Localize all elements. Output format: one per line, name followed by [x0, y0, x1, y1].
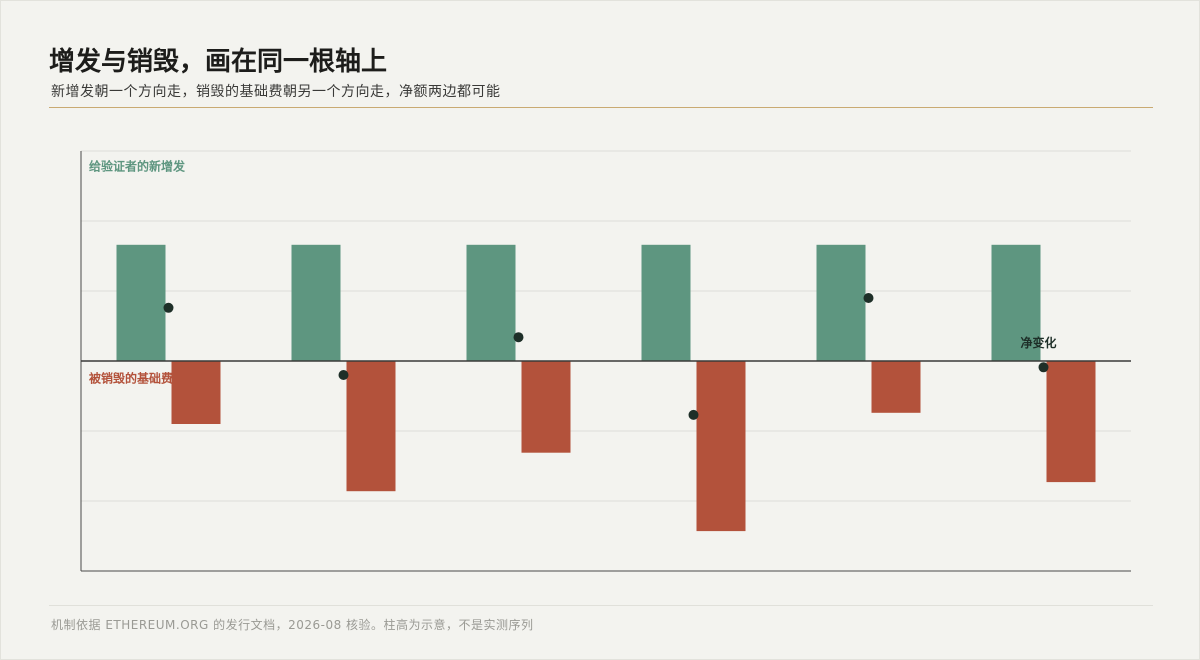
net-dot [338, 370, 349, 380]
bar [871, 361, 921, 413]
bar [641, 244, 691, 361]
series-label: 净变化 [1020, 335, 1056, 350]
bar [1046, 361, 1096, 483]
bar [696, 361, 746, 532]
title-rule [49, 107, 1153, 108]
chart-subtitle: 新增发朝一个方向走，销毁的基础费朝另一个方向走，净额两边都可能 [51, 84, 501, 100]
net-dot [688, 409, 699, 420]
net-dot [1038, 362, 1049, 373]
bar [466, 244, 516, 361]
bar [991, 244, 1041, 361]
net-dot [513, 332, 524, 343]
bar [521, 361, 571, 453]
series-label: 被销毁的基础费 [89, 371, 173, 386]
bar [291, 244, 341, 361]
chart-title: 增发与销毁，画在同一根轴上 [49, 47, 388, 77]
net-dot [163, 302, 174, 313]
bar [116, 244, 166, 361]
bar [346, 361, 396, 492]
net-dot [863, 293, 874, 303]
footer-note: 机制依据 ETHEREUM.ORG 的发行文档，2026-08 核验。柱高为示意… [51, 618, 534, 632]
footer-rule [49, 605, 1153, 606]
bar [816, 244, 866, 361]
bar [171, 361, 221, 424]
series-label: 给验证者的新增发 [89, 159, 186, 174]
